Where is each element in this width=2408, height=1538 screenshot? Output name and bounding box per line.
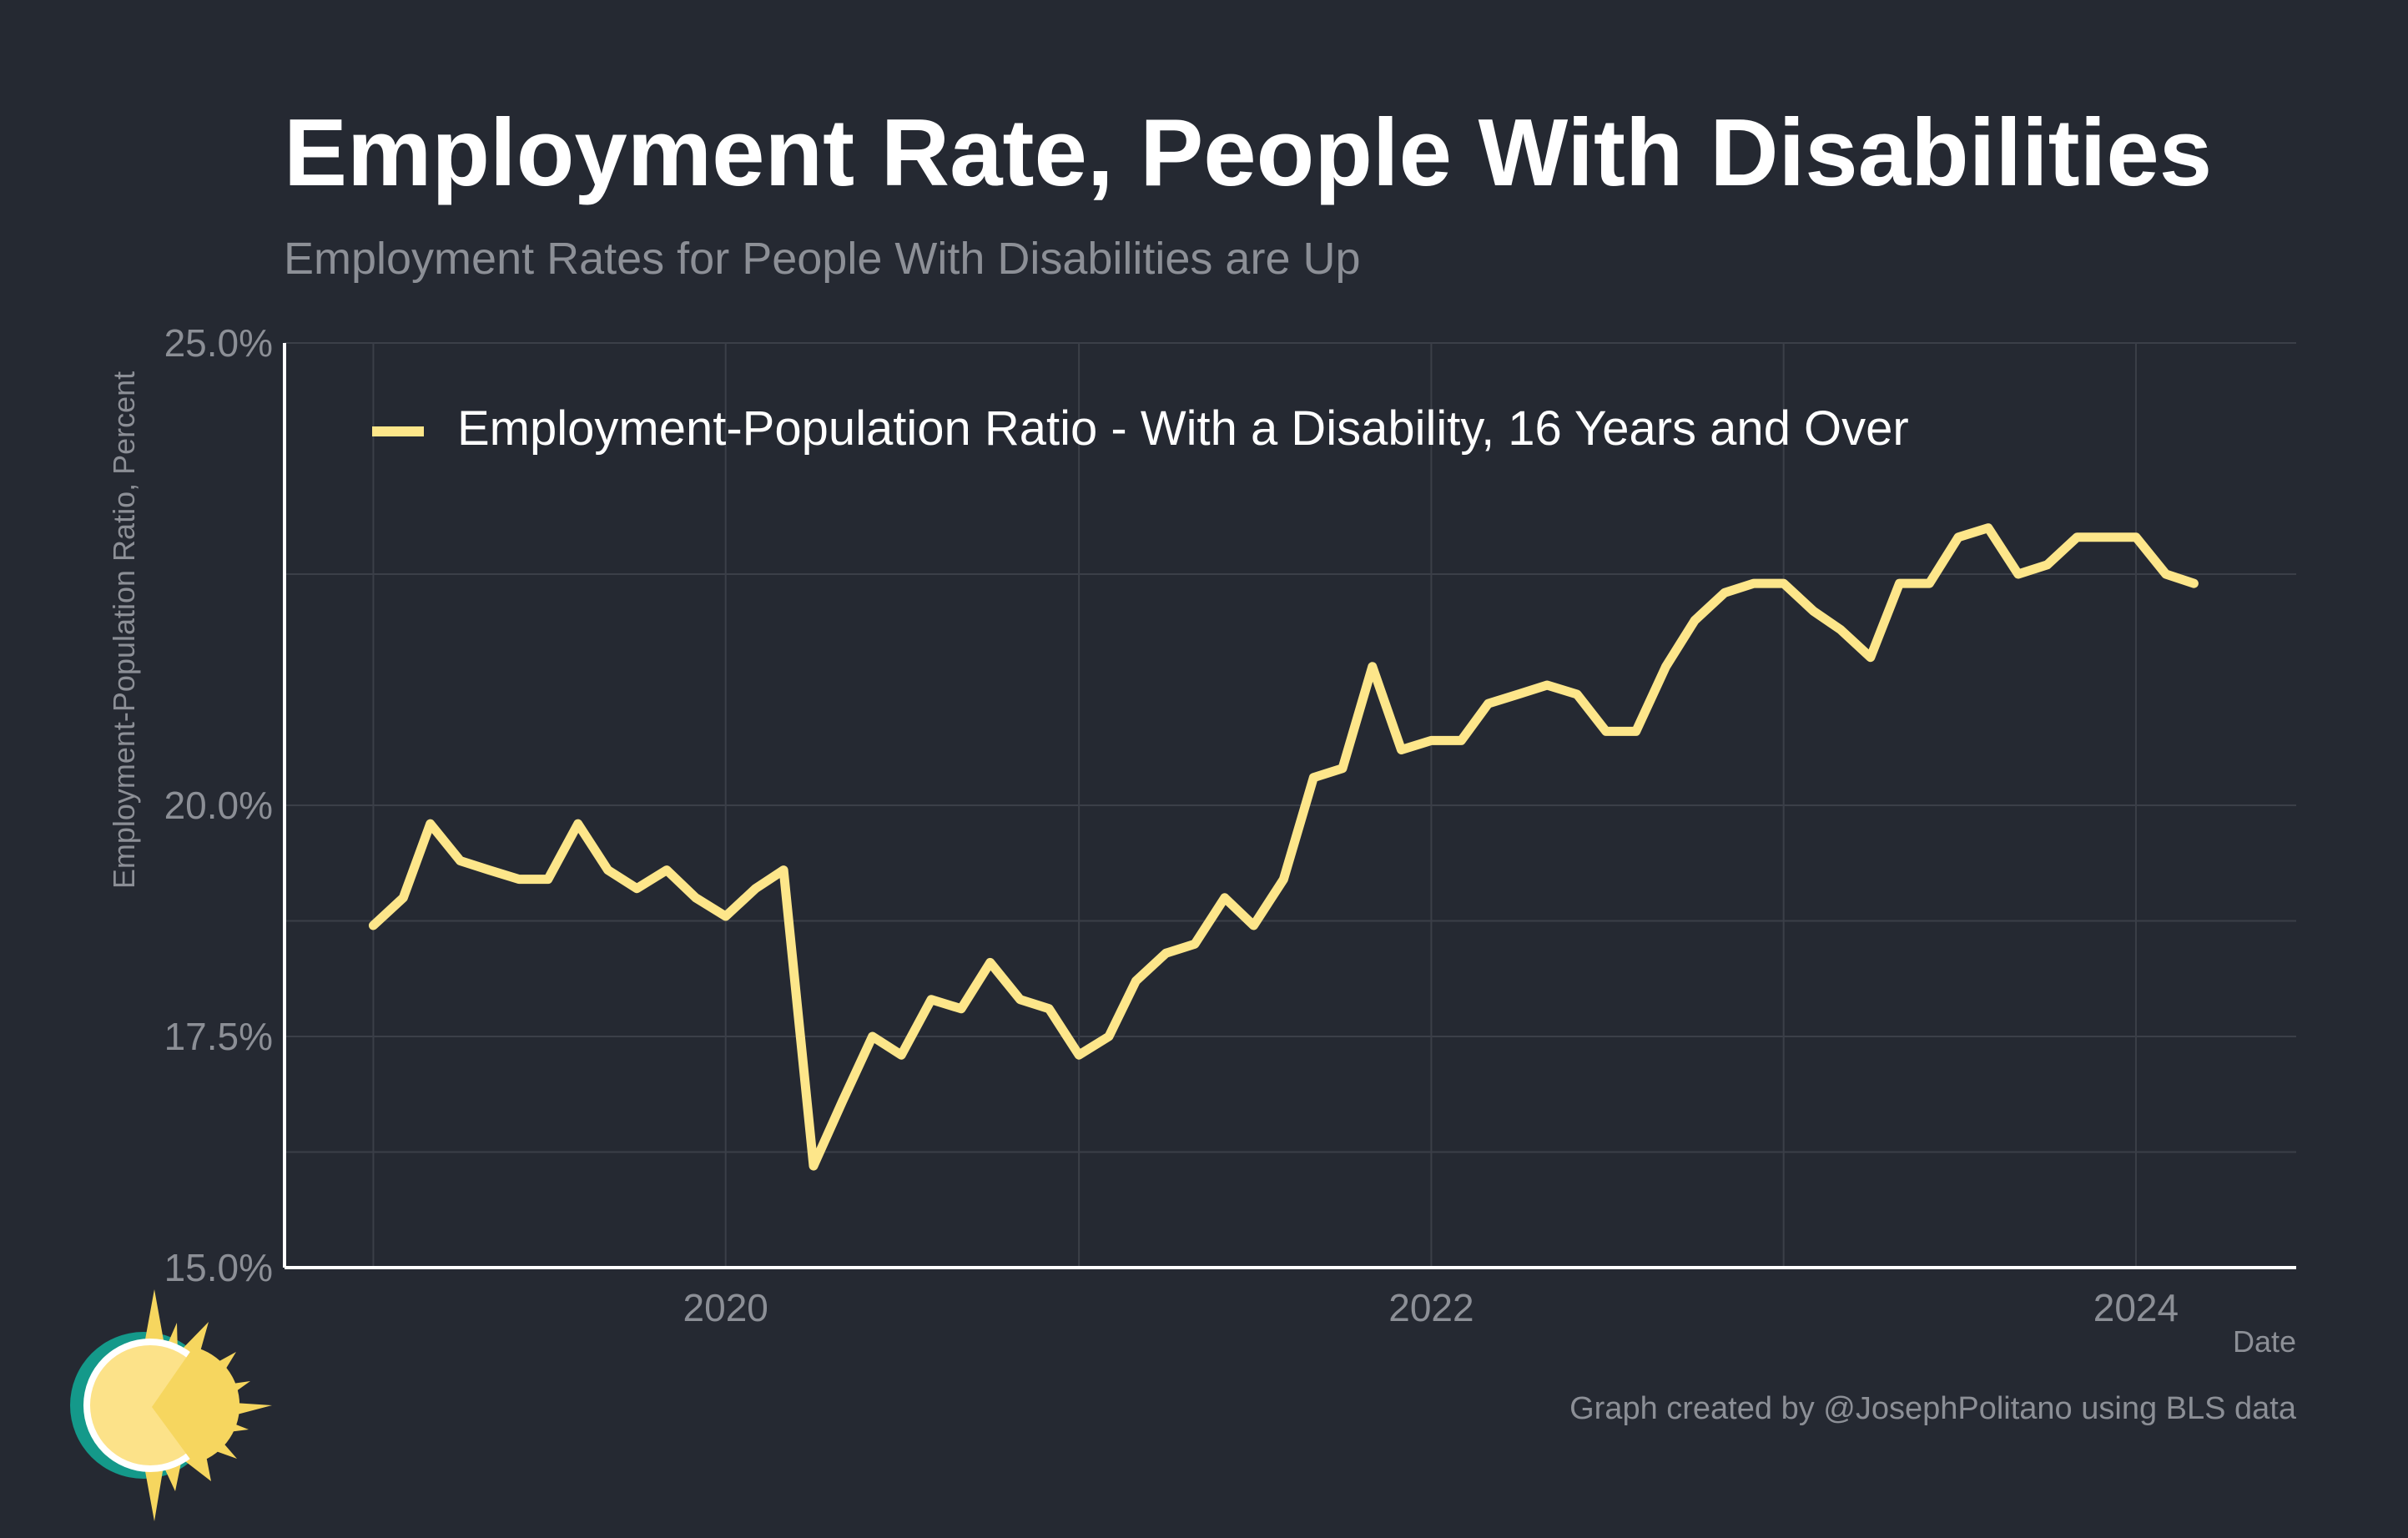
chart-title: Employment Rate, People With Disabilitie… — [284, 100, 2212, 206]
y-tick-label: 15.0% — [164, 1246, 273, 1289]
x-tick-label: 2024 — [2093, 1286, 2179, 1329]
x-tick-label: 2020 — [683, 1286, 768, 1329]
axes — [283, 343, 2296, 1269]
caption: Graph created by @JosephPolitano using B… — [1569, 1391, 2297, 1426]
series-line — [368, 523, 2199, 1171]
gridlines — [285, 342, 2296, 1268]
x-tick-label: 2022 — [1388, 1286, 1474, 1329]
sun-logo-icon — [70, 1289, 272, 1521]
x-axis-title: Date — [2233, 1324, 2296, 1359]
y-axis-title: Employment-Population Ratio, Percent — [107, 371, 141, 889]
tick-labels: 15.0% 17.5% 20.0% 25.0% 2020 2022 2024 — [164, 321, 2179, 1329]
y-tick-label: 17.5% — [164, 1015, 273, 1058]
y-tick-label: 25.0% — [164, 321, 273, 365]
chart-subtitle: Employment Rates for People With Disabil… — [284, 234, 1361, 284]
series-lines — [368, 523, 2199, 1171]
legend: Employment-Population Ratio - With a Dis… — [372, 401, 1909, 456]
legend-label: Employment-Population Ratio - With a Dis… — [457, 401, 1909, 456]
y-tick-label: 20.0% — [164, 784, 273, 827]
logo-sun-shade — [152, 1347, 240, 1464]
